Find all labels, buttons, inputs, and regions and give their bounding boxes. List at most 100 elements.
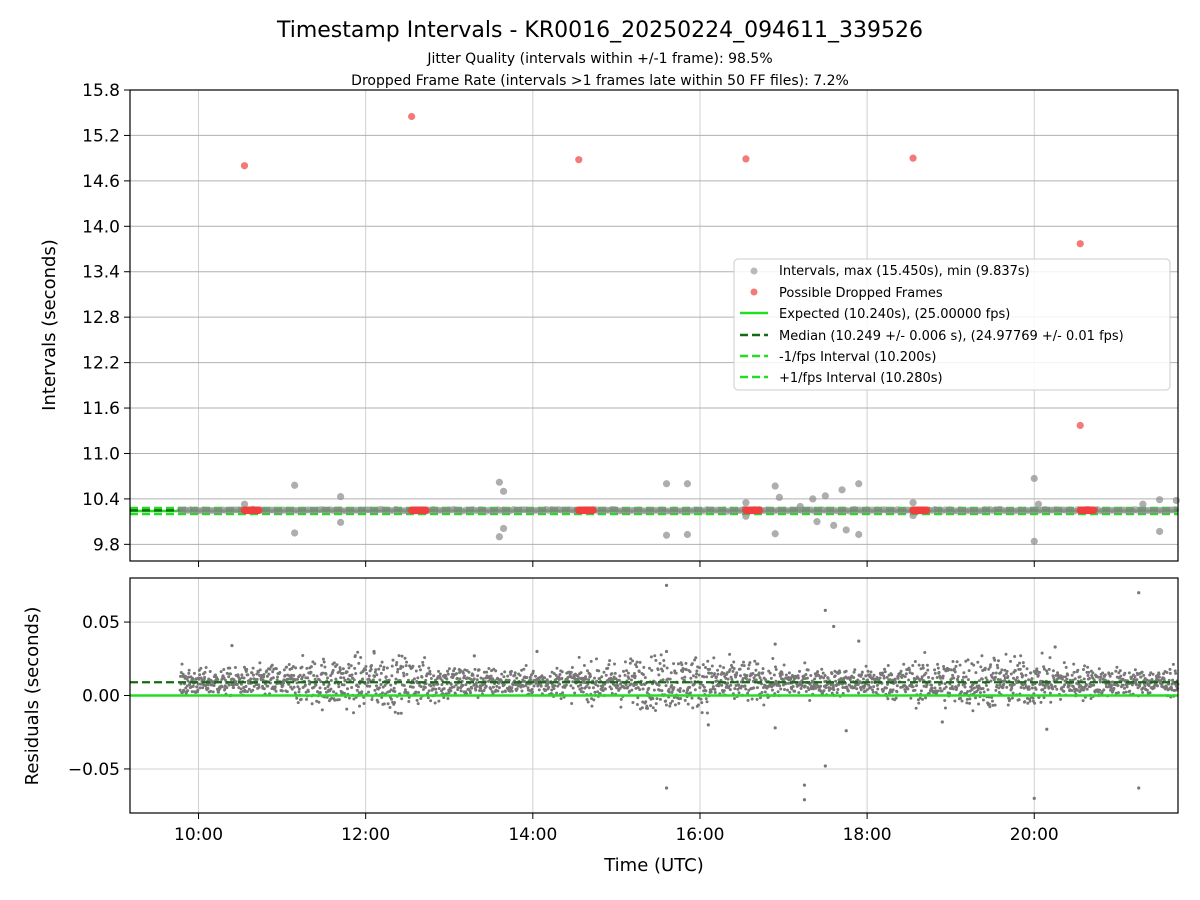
residual-point [491,685,495,689]
residual-point [296,685,300,689]
residual-point [645,690,649,694]
residual-point [483,682,487,686]
residual-point [485,670,489,674]
interval-outlier-point [1030,474,1038,483]
residual-point [389,683,393,687]
residual-point [447,691,451,695]
residual-point [368,684,372,688]
residual-point [420,675,424,679]
residual-point [323,665,327,669]
residual-outlier-point [706,723,710,727]
residual-point [923,650,927,654]
residual-point [692,682,696,686]
residual-point [898,672,902,676]
residual-point [820,667,824,671]
residual-point [576,674,580,678]
residual-point [355,688,359,692]
interval-outlier-point [796,502,804,511]
residual-point [482,688,486,692]
residual-point [301,654,305,658]
residual-point [306,676,310,680]
interval-outlier-point [499,487,508,495]
residual-point [481,677,485,681]
residual-point [1157,675,1161,679]
residual-point [345,707,349,711]
residual-point [455,672,459,676]
residual-point [1070,673,1074,677]
residual-point [534,674,538,678]
residual-point [613,662,617,666]
residual-point [919,689,923,693]
residual-point [669,701,673,705]
residual-point [329,674,333,678]
residual-point [995,683,999,687]
residual-point [417,690,421,694]
residual-point [659,653,663,657]
residual-point [507,678,511,682]
residual-point [907,678,911,682]
residual-point [866,678,870,682]
intervals-y-tick-label: 12.2 [82,354,120,374]
residual-point [726,681,730,685]
residual-point [925,683,929,687]
residual-point [1052,676,1056,680]
interval-outlier-point [809,495,817,503]
residual-point [418,668,422,672]
residual-point [397,654,401,658]
residual-point [250,671,254,675]
residual-point [436,682,440,686]
residual-point [751,672,755,676]
residual-point [1022,664,1026,668]
residual-point [281,683,285,687]
residual-point [1173,669,1177,673]
interval-outlier-point [337,493,345,501]
residual-point [712,656,716,660]
residual-point [680,663,684,667]
residual-point [664,699,668,703]
residual-point [179,674,183,678]
residual-point [685,691,689,695]
residual-point [904,690,908,694]
residual-point [1122,686,1126,690]
residual-point [510,689,514,693]
residual-point [583,681,587,685]
residual-point [1026,701,1030,705]
residual-point [1051,687,1055,691]
intervals-y-tick-label: 13.4 [82,263,120,283]
residual-point [930,686,934,690]
residual-point [1086,673,1090,677]
interval-outlier-point [683,530,692,539]
residual-point [364,668,368,672]
residual-point [600,675,604,679]
residual-point [428,672,432,676]
residual-point [691,674,695,678]
residual-point [227,675,231,679]
residual-point [705,675,709,679]
residual-point [626,685,630,689]
interval-outlier-point [291,529,299,537]
residual-point [1005,669,1009,673]
residual-point [1029,671,1033,675]
residual-point [708,667,712,671]
residual-point [700,711,704,715]
residual-point [242,685,246,689]
residual-point [704,689,708,693]
residual-point [1048,656,1052,660]
residual-point [421,687,425,691]
residual-point [886,682,890,686]
residual-point [631,700,635,704]
residual-point [658,697,662,701]
residual-point [927,675,931,679]
residual-point [622,669,626,673]
residual-point [1165,670,1169,674]
residual-point [367,674,371,678]
residual-point [297,687,301,691]
legend-dropped-frames: Possible Dropped Frames [779,286,943,301]
residual-point [465,668,469,672]
residual-point [1082,688,1086,692]
residual-point [285,690,289,694]
residual-point [406,691,410,695]
residual-point [646,706,650,710]
residual-point [202,678,206,682]
residual-point [429,676,433,680]
